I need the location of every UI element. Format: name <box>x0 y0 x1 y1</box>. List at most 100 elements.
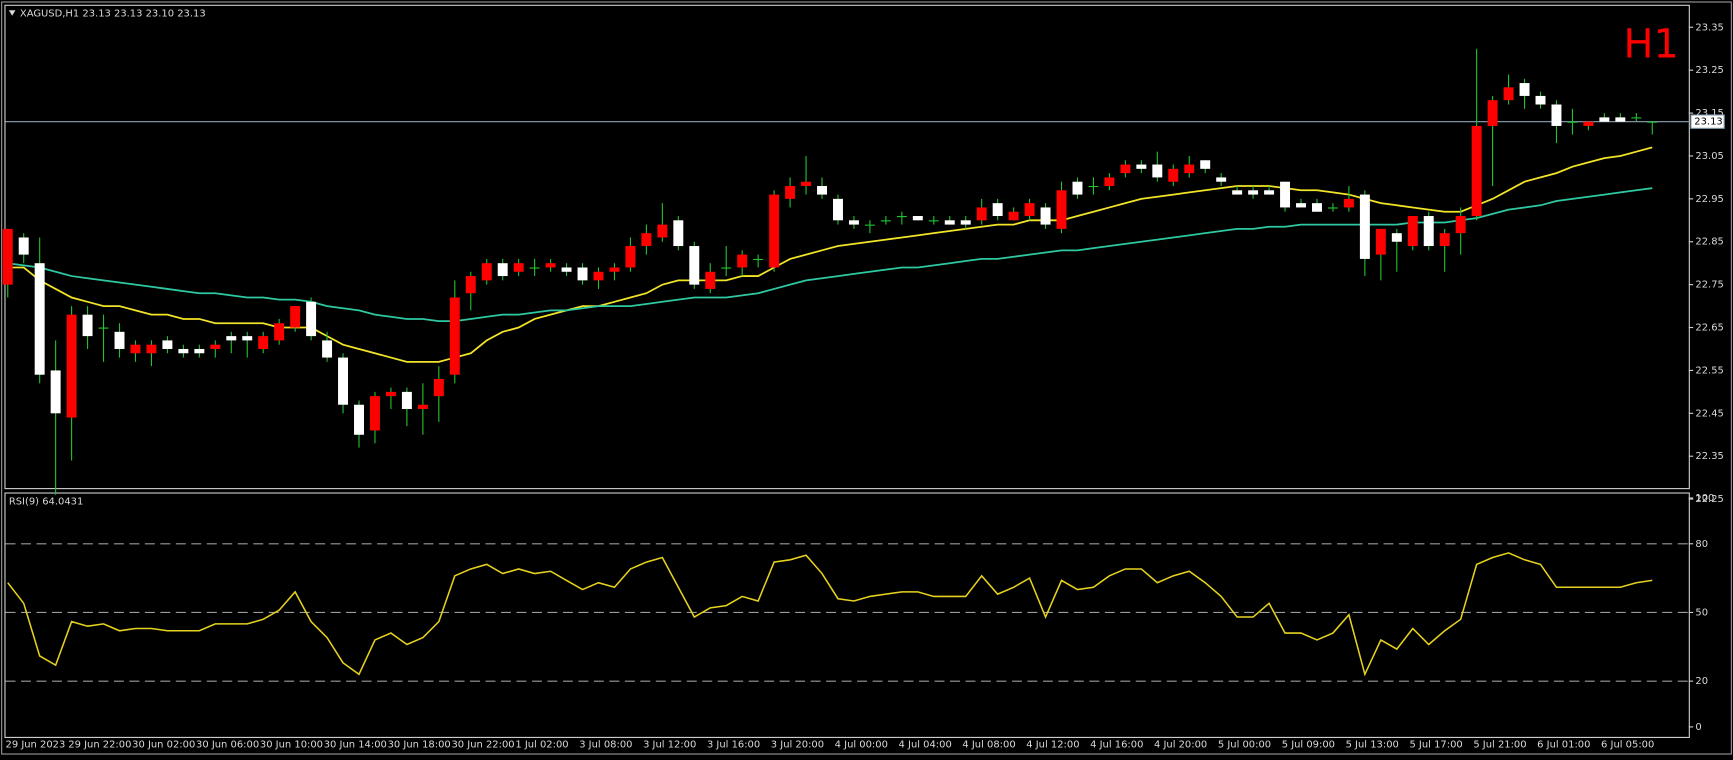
candle-body <box>1375 228 1386 255</box>
candle-body <box>976 207 987 221</box>
candle-body <box>896 216 907 218</box>
y-tick-label: 22.45 <box>1695 408 1723 419</box>
x-tick-label: 30 Jun 02:00 <box>132 740 195 751</box>
candle-body <box>1280 181 1291 208</box>
candle-body <box>641 233 652 247</box>
candle-body <box>449 297 460 375</box>
candle-body <box>1024 203 1035 217</box>
candle-body <box>1519 83 1530 96</box>
candle-body <box>1232 190 1243 195</box>
candle-body <box>274 323 285 341</box>
candle-body <box>992 203 1003 217</box>
candle-body <box>721 267 732 269</box>
candle-body <box>226 336 237 341</box>
x-tick-label: 3 Jul 08:00 <box>579 740 632 751</box>
candle-body <box>433 379 444 397</box>
candle-body <box>497 263 508 277</box>
x-tick-label: 3 Jul 16:00 <box>707 740 760 751</box>
x-tick-label: 4 Jul 12:00 <box>1026 740 1079 751</box>
y-tick-label: 22.85 <box>1695 237 1723 248</box>
candle-body <box>928 220 939 222</box>
candle-body <box>322 340 333 358</box>
y-tick-label: 23.15 <box>1695 108 1723 119</box>
candle-body <box>1168 168 1179 182</box>
symbol-menu-arrow[interactable] <box>8 10 16 16</box>
candle-body <box>306 301 317 337</box>
x-tick-label: 29 Jun 22:00 <box>68 740 131 751</box>
x-tick-label: 30 Jun 06:00 <box>196 740 259 751</box>
candle-body <box>1056 190 1067 229</box>
candle-body <box>561 267 572 272</box>
y-tick-label: 22.25 <box>1695 494 1723 505</box>
x-tick-label: 30 Jun 14:00 <box>324 740 387 751</box>
y-tick-label: 22.95 <box>1695 194 1723 205</box>
candle-body <box>1455 216 1466 234</box>
timeframe-badge: H1 <box>1624 21 1679 67</box>
candle-body <box>753 258 764 261</box>
y-tick-label: 22.35 <box>1695 451 1723 462</box>
candle-body <box>593 271 604 281</box>
x-tick-label: 5 Jul 09:00 <box>1282 740 1335 751</box>
candle-body <box>146 344 157 354</box>
y-tick-label: 23.25 <box>1695 65 1723 76</box>
x-tick-label: 5 Jul 13:00 <box>1346 740 1399 751</box>
candle-body <box>178 348 189 354</box>
candle-body <box>1327 207 1338 209</box>
candle-body <box>1072 181 1083 195</box>
candle-body <box>66 314 77 418</box>
y-tick-label: 22.65 <box>1695 323 1723 334</box>
candle-body <box>34 263 45 375</box>
x-tick-label: 4 Jul 00:00 <box>835 740 888 751</box>
y-tick-label: 22.75 <box>1695 280 1723 291</box>
candle-body <box>545 263 556 268</box>
rsi-panel-border <box>4 492 1690 738</box>
candle-body <box>1104 177 1115 186</box>
y-tick-label: 50 <box>1695 607 1708 618</box>
candle-body <box>657 224 668 238</box>
candle-body <box>385 391 396 397</box>
candle-body <box>529 267 540 269</box>
candle-body <box>465 276 476 294</box>
candle-body <box>114 331 125 349</box>
candle-body <box>1200 160 1211 169</box>
candle-body <box>1088 185 1099 188</box>
candle-body <box>817 185 827 195</box>
candle-body <box>1535 95 1546 105</box>
candle-body <box>1343 198 1354 208</box>
candle-body <box>210 344 221 349</box>
candle-body <box>673 220 684 247</box>
candle-body <box>369 396 380 431</box>
candle-body <box>481 263 492 281</box>
x-tick-label: 30 Jun 22:00 <box>451 740 514 751</box>
candle-body <box>242 336 253 341</box>
candle-body <box>1136 164 1147 169</box>
y-tick-label: 23.05 <box>1695 151 1723 162</box>
y-tick-label: 22.55 <box>1695 365 1723 376</box>
candle-body <box>1391 233 1402 242</box>
candle-body <box>1647 121 1658 123</box>
candle-body <box>2 228 13 285</box>
x-tick-label: 6 Jul 01:00 <box>1537 740 1590 751</box>
candle-body <box>1487 100 1498 126</box>
candle-body <box>50 370 61 414</box>
candle-body <box>609 267 620 272</box>
y-tick-label: 20 <box>1695 676 1708 687</box>
x-tick-label: 1 Jul 02:00 <box>515 740 568 751</box>
x-tick-label: 30 Jun 18:00 <box>388 740 451 751</box>
candle-body <box>258 336 269 349</box>
candle-body <box>801 181 812 186</box>
candle-body <box>162 340 173 349</box>
candle-body <box>960 220 971 225</box>
candle-body <box>1152 164 1163 178</box>
candle-body <box>1248 190 1259 195</box>
x-tick-label: 30 Jun 10:00 <box>260 740 323 751</box>
y-tick-label: 100 <box>1695 493 1714 504</box>
candle-body <box>912 216 923 221</box>
candle-body <box>1311 203 1322 212</box>
candle-body <box>1407 216 1418 247</box>
candle-body <box>1503 87 1514 101</box>
candle-body <box>338 357 349 405</box>
